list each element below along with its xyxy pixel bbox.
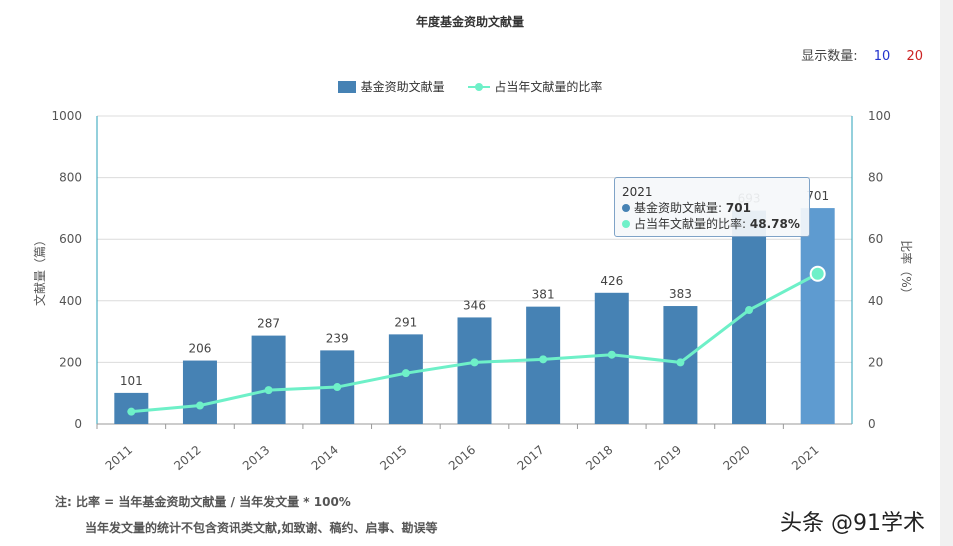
scrollbar[interactable] <box>940 0 953 546</box>
y-tick-label: 800 <box>59 171 82 185</box>
y-tick-label: 0 <box>74 417 82 431</box>
ratio-point <box>607 350 616 359</box>
ratio-point <box>745 306 754 315</box>
y-tick-label: 600 <box>59 232 82 246</box>
line-swatch-icon <box>468 82 491 91</box>
line-dot-icon <box>622 220 630 228</box>
notes: 注: 比率 = 当年基金资助文献量 / 当年发文量 * 100% 当年发文量的统… <box>55 489 438 541</box>
bar-value-label: 701 <box>806 189 829 203</box>
y-axis-label: 文献量（篇） <box>32 234 47 306</box>
bar-value-label: 287 <box>257 317 280 331</box>
x-tick-label: 2020 <box>720 443 752 473</box>
legend-label: 占当年文献量的比率 <box>494 80 603 94</box>
ratio-point <box>195 401 204 410</box>
ratio-point <box>470 358 479 367</box>
x-tick-label: 2017 <box>515 443 547 473</box>
x-tick-label: 2018 <box>583 443 615 473</box>
y-tick-label: 400 <box>59 294 82 308</box>
tooltip: 2021 基金资助文献量: 701 占当年文献量的比率: 48.78% <box>614 177 810 237</box>
x-tick-label: 2016 <box>446 443 478 473</box>
display-count-10[interactable]: 10 <box>873 49 891 64</box>
x-tick-label: 2013 <box>240 443 272 473</box>
ratio-point <box>127 407 136 416</box>
bar-value-label: 291 <box>394 315 417 329</box>
tooltip-value: 48.78% <box>749 217 800 231</box>
legend-item-line[interactable]: 占当年文献量的比率 <box>468 78 602 95</box>
tooltip-label: 占当年文献量的比率: <box>634 217 747 231</box>
y2-tick-label: 100 <box>868 109 891 123</box>
tooltip-label: 基金资助文献量: <box>634 201 723 215</box>
legend-item-bar[interactable]: 基金资助文献量 <box>337 78 445 95</box>
x-tick-label: 2021 <box>789 443 821 473</box>
ratio-point <box>264 386 273 395</box>
bar <box>388 334 423 424</box>
bar-value-label: 239 <box>326 331 349 345</box>
bar <box>800 208 835 424</box>
y2-tick-label: 40 <box>868 294 883 308</box>
display-count-20[interactable]: 20 <box>906 49 923 64</box>
bar-value-label: 383 <box>669 287 692 301</box>
note-exclusion: 当年发文量的统计不包含资讯类文献,如致谢、稿约、启事、勘误等 <box>85 521 438 535</box>
y-tick-label: 200 <box>59 355 82 369</box>
bar-value-label: 381 <box>532 288 555 302</box>
bar-value-label: 206 <box>189 342 212 356</box>
y2-axis-label: 比率（%） <box>899 240 914 299</box>
watermark: 头条 @91学术 <box>780 511 925 536</box>
legend: 基金资助文献量 占当年文献量的比率 <box>0 78 940 96</box>
display-count: 显示数量: 10 20 <box>789 45 923 64</box>
chart-title: 年度基金资助文献量 <box>415 15 524 29</box>
bar <box>526 306 561 424</box>
tooltip-value: 701 <box>725 201 751 215</box>
ratio-point <box>401 369 410 378</box>
y-tick-label: 1000 <box>51 109 82 123</box>
bar <box>457 317 492 424</box>
x-tick-label: 2012 <box>171 443 203 473</box>
ratio-point <box>676 358 685 367</box>
chart-plot: 0 200 400 600 800 1000 0 20 40 60 80 100 文献量（篇） 比率（%）… <box>32 109 914 473</box>
y2-tick-label: 60 <box>868 232 883 246</box>
bar-value-label: 346 <box>463 298 486 312</box>
y2-tick-label: 20 <box>868 355 883 369</box>
y2-tick-label: 80 <box>868 171 883 185</box>
bar-swatch-icon <box>337 80 356 93</box>
note-formula: 注: 比率 = 当年基金资助文献量 / 当年发文量 * 100% <box>55 495 351 509</box>
tooltip-title: 2021 <box>622 185 653 199</box>
ratio-point <box>539 355 548 364</box>
bar <box>182 360 217 424</box>
bar-dot-icon <box>622 204 630 212</box>
x-tick-label: 2011 <box>103 443 135 473</box>
ratio-point <box>333 383 342 392</box>
legend-label: 基金资助文献量 <box>360 80 445 94</box>
display-count-label: 显示数量: <box>801 49 858 64</box>
x-tick-label: 2014 <box>309 443 341 473</box>
bar-value-label: 101 <box>120 374 143 388</box>
x-tick-label: 2019 <box>652 443 684 473</box>
bar <box>251 335 286 424</box>
ratio-point <box>809 265 826 282</box>
y2-tick-label: 0 <box>868 417 876 431</box>
x-tick-label: 2015 <box>377 443 409 473</box>
bar-value-label: 426 <box>600 274 623 288</box>
